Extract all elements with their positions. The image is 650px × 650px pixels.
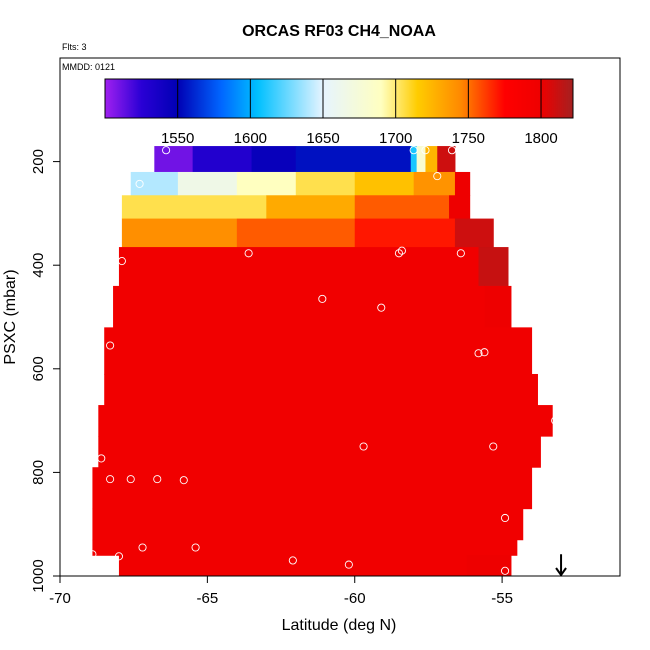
colorbar-tick-label: 1600 — [234, 130, 267, 147]
heatmap-cell — [354, 171, 415, 196]
observation-point — [153, 475, 162, 484]
heatmap-cell — [410, 146, 418, 173]
y-tick-label: 600 — [30, 356, 47, 381]
heatmap-cell — [295, 146, 412, 173]
heatmap-cell — [98, 405, 553, 437]
heatmap-cell — [118, 555, 468, 576]
heatmap-cells — [92, 146, 553, 576]
heatmap-cell — [113, 285, 485, 328]
colorbar-tick-label: 1550 — [161, 130, 194, 147]
heatmap-cell — [251, 146, 297, 173]
x-axis-title: Latitude (deg N) — [282, 617, 397, 634]
flights-note: Flts: 3 — [62, 42, 87, 52]
heatmap-cell — [454, 218, 494, 248]
x-tick-label: -70 — [49, 590, 71, 607]
heatmap-cell — [478, 247, 509, 287]
colorbar: 1550 1600 1650 1700 1750 1800 — [104, 78, 574, 147]
observation-point — [191, 543, 200, 552]
heatmap-cell — [154, 146, 194, 173]
colorbar-tick-label: 1750 — [452, 130, 485, 147]
plot-frame — [59, 57, 621, 577]
observation-point — [377, 303, 386, 312]
observation-point — [106, 475, 115, 484]
x-tick-label: -60 — [344, 590, 366, 607]
observation-point — [318, 294, 327, 303]
heatmap-cell — [266, 195, 356, 220]
chart-title: ORCAS RF03 CH4_NOAA — [242, 23, 436, 40]
y-tick-label: 1000 — [30, 559, 47, 592]
heatmap-cell — [354, 195, 450, 220]
observation-point — [456, 249, 465, 258]
observation-point — [501, 513, 510, 523]
observation-point — [489, 442, 498, 451]
heatmap-cell — [454, 171, 471, 196]
observation-point — [106, 341, 115, 350]
heatmap-cell — [121, 195, 267, 220]
observation-point — [97, 454, 106, 463]
heatmap-cell — [236, 171, 297, 196]
x-axis: -70 -65 -60 -55 — [49, 576, 513, 607]
heatmap-cell — [354, 218, 456, 248]
observation-point — [501, 566, 510, 575]
observation-point — [117, 257, 126, 266]
heatmap-cell — [92, 508, 524, 541]
heatmap-cell — [121, 218, 238, 248]
observation-point — [447, 146, 457, 155]
heatmap-cell — [98, 436, 541, 468]
colorbar-tick-label: 1650 — [306, 130, 339, 147]
y-tick-label: 200 — [30, 149, 47, 174]
observation-point — [244, 249, 253, 258]
heatmap-cell — [437, 146, 456, 173]
heatmap-cell — [449, 195, 471, 220]
observation-point — [344, 560, 353, 569]
observation-point — [162, 146, 171, 155]
heatmap-cell — [92, 467, 533, 510]
observation-points — [88, 146, 560, 575]
heatmap-cell — [177, 171, 238, 196]
y-tick-label: 800 — [30, 460, 47, 485]
colorbar-tick-label: 1700 — [379, 130, 412, 147]
observation-point — [480, 348, 489, 357]
observation-point — [288, 556, 297, 565]
observation-point — [359, 442, 368, 451]
observation-point — [179, 476, 188, 485]
heatmap-cell — [466, 555, 512, 576]
y-axis: 200 400 600 800 1000 — [30, 149, 60, 593]
observation-point — [474, 349, 483, 358]
observation-point — [397, 246, 406, 255]
heatmap-cell — [192, 146, 253, 173]
observation-point — [551, 416, 560, 425]
heatmap-cell — [416, 146, 426, 173]
colorbar-tick-label: 1800 — [524, 130, 557, 147]
observation-point — [421, 146, 430, 155]
heatmap-cell — [236, 218, 356, 248]
x-tick-label: -55 — [491, 590, 513, 607]
heatmap-cell — [484, 285, 512, 328]
observation-point — [135, 179, 144, 188]
heatmap-cell — [92, 539, 518, 556]
colorbar-ticks: 1550 1600 1650 1700 1750 1800 — [161, 79, 558, 147]
observation-point — [114, 552, 123, 561]
x-tick-label: -65 — [197, 590, 219, 607]
heatmap-cell — [295, 171, 356, 196]
heatmap-cell — [118, 247, 480, 287]
observation-point — [433, 172, 442, 181]
observation-point — [394, 249, 403, 258]
observation-point — [126, 475, 135, 484]
y-axis-title: PSXC (mbar) — [2, 269, 19, 364]
y-tick-label: 400 — [30, 253, 47, 278]
heatmap-cell — [104, 373, 538, 406]
observation-point — [409, 146, 418, 155]
arrow-head — [555, 567, 567, 577]
date-note: MMDD: 0121 — [62, 62, 115, 72]
heatmap-cell — [104, 327, 533, 375]
observation-point — [88, 550, 97, 559]
heatmap-cell — [425, 146, 438, 173]
colorbar-gradient — [104, 78, 574, 119]
down-arrow-icon — [555, 554, 567, 577]
observation-point — [138, 543, 147, 552]
heatmap-cell — [413, 171, 456, 196]
heatmap-cell — [130, 171, 179, 196]
